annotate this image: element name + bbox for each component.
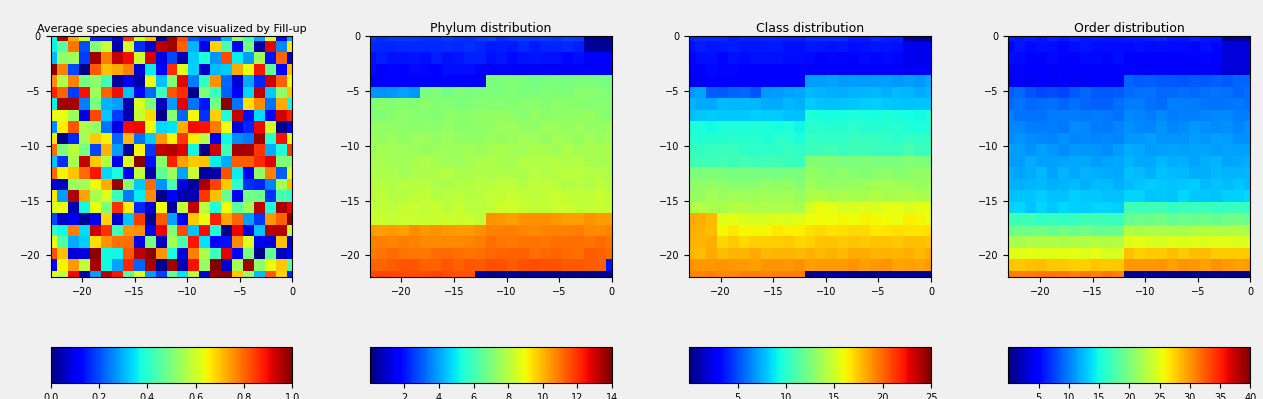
- Title: Phylum distribution: Phylum distribution: [431, 22, 552, 35]
- Title: Average species abundance visualized by Fill-up: Average species abundance visualized by …: [37, 24, 307, 34]
- Title: Class distribution: Class distribution: [757, 22, 864, 35]
- Title: Order distribution: Order distribution: [1074, 22, 1185, 35]
